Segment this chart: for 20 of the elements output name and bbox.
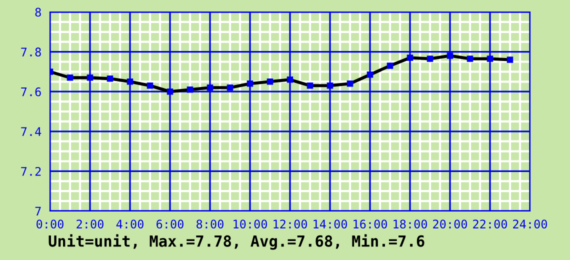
x-tick-label: 22:00	[473, 220, 508, 229]
x-tick-label: 24:00	[513, 220, 548, 229]
y-tick-label: 8	[35, 8, 41, 17]
y-tick-label: 7.2	[21, 166, 41, 176]
y-tick-label: 7	[35, 206, 41, 216]
y-tick-label: 7.6	[21, 87, 41, 96]
x-tick-label: 20:00	[433, 220, 468, 229]
y-tick-label: 7.4	[21, 127, 42, 136]
x-tick-label: 0:00	[36, 220, 64, 229]
x-tick-label: 6:00	[156, 220, 184, 229]
y-tick-label: 7.8	[21, 48, 41, 56]
x-tick-label: 10:00	[234, 220, 268, 229]
x-tick-label: 2:00	[76, 220, 104, 229]
x-tick-label: 18:00	[394, 220, 428, 229]
x-tick-label: 4:00	[116, 220, 144, 229]
x-tick-label: 12:00	[274, 220, 308, 229]
x-tick-label: 14:00	[314, 220, 348, 229]
x-tick-label: 16:00	[354, 220, 388, 229]
text: Unit=unit, Max.=7.78, Avg.=7.68, Min.=7.6	[48, 234, 424, 250]
x-tick-label: 8:00	[196, 220, 224, 229]
